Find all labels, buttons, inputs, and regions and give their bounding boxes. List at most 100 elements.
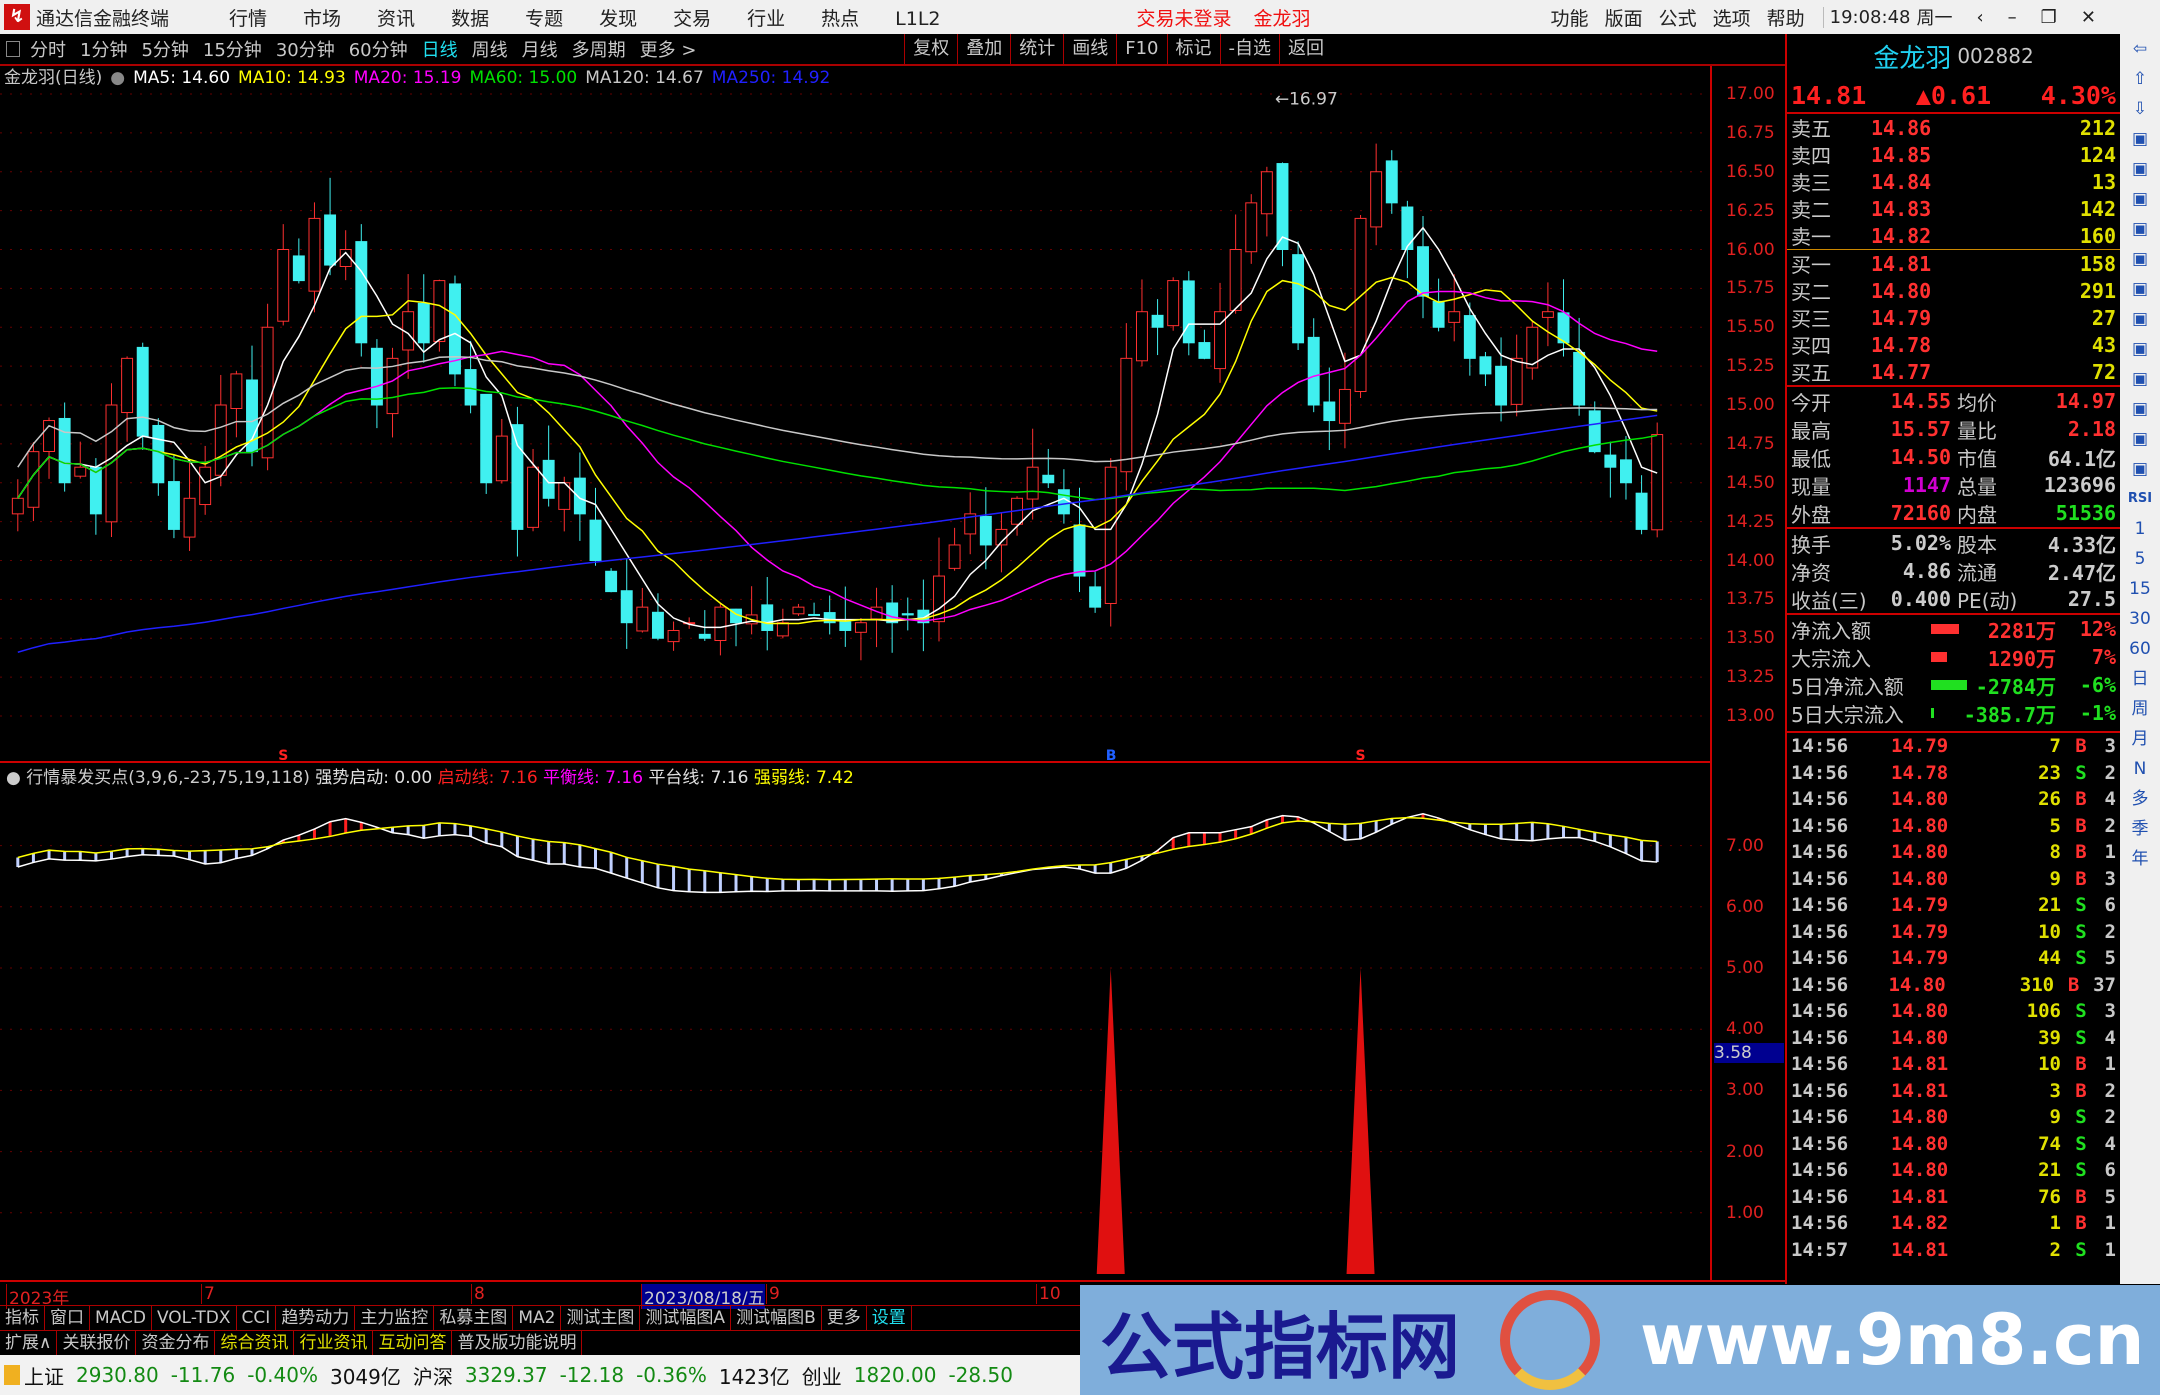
period-tab[interactable]: 60分钟: [348, 40, 408, 61]
period-tab[interactable]: 分时: [30, 40, 66, 61]
extension-tab[interactable]: 互动问答: [373, 1331, 453, 1355]
menu-item[interactable]: 版面: [1604, 7, 1643, 30]
extension-tab[interactable]: 综合资讯: [215, 1331, 295, 1355]
order-book-row[interactable]: 买四 14.78 43: [1787, 331, 2120, 359]
clock-icon[interactable]: ▣: [2131, 399, 2149, 419]
chart-button[interactable]: -自选: [1219, 34, 1280, 64]
grid-icon[interactable]: ▣: [2131, 159, 2149, 179]
side-button[interactable]: 30: [2129, 609, 2151, 629]
extension-tab[interactable]: 关联报价: [57, 1331, 137, 1355]
side-button[interactable]: 60: [2129, 639, 2151, 659]
extension-tab[interactable]: 普及版功能说明: [452, 1331, 583, 1355]
login-status[interactable]: 交易未登录: [1136, 7, 1232, 30]
line-chart-icon[interactable]: ▣: [2131, 459, 2149, 479]
indicator-tab[interactable]: MA2: [513, 1306, 562, 1330]
menu-item[interactable]: L1L2: [895, 7, 941, 30]
indicator-tab[interactable]: 趋势动力: [276, 1306, 356, 1330]
order-book-row[interactable]: 卖四 14.85 124: [1787, 141, 2120, 169]
extension-tab[interactable]: 扩展∧: [0, 1331, 58, 1355]
chart-button[interactable]: F10: [1116, 34, 1166, 64]
period-tab[interactable]: 1分钟: [80, 40, 128, 61]
period-tab[interactable]: 多周期: [571, 40, 626, 61]
order-book-row[interactable]: 卖三 14.84 13: [1787, 168, 2120, 196]
menu-item[interactable]: 资讯: [377, 7, 416, 30]
indicator-tab[interactable]: CCI: [237, 1306, 277, 1330]
menu-item[interactable]: 发现: [599, 7, 638, 30]
minimize-icon[interactable]: –: [2007, 6, 2017, 28]
order-book-row[interactable]: 卖一 14.82 160: [1787, 222, 2120, 250]
indicator-tab[interactable]: 指标: [0, 1306, 45, 1330]
kline-chart[interactable]: ←16.97 S B S ● 行情暴发买点(3,9,6,-23,75,19,118) 强…: [0, 90, 1710, 1280]
indicator-tab[interactable]: 窗口: [45, 1306, 90, 1330]
candle-icon[interactable]: ▣: [2131, 219, 2149, 239]
fund-icon[interactable]: ▣: [2131, 339, 2149, 359]
period-tab[interactable]: 15分钟: [202, 40, 262, 61]
menu-item[interactable]: 热点: [821, 7, 860, 30]
tick-list[interactable]: 14:56 14.79 7 B 3 14:56 14.78 23 S 2 14:56 14.80 26 B…: [1787, 731, 2120, 1263]
collapse-icon[interactable]: ●: [110, 68, 126, 88]
chart-button[interactable]: 叠加: [957, 34, 1010, 64]
menu-item[interactable]: 公式: [1658, 7, 1697, 30]
side-button[interactable]: 1: [2134, 519, 2146, 539]
order-book-row[interactable]: 买二 14.80 291: [1787, 277, 2120, 305]
indicator-tab[interactable]: VOL-TDX: [152, 1306, 237, 1330]
restore-icon[interactable]: ❐: [2040, 6, 2057, 28]
f10-icon[interactable]: ▣: [2131, 279, 2149, 299]
side-button[interactable]: 季: [2131, 819, 2149, 839]
extension-tab[interactable]: 资金分布: [136, 1331, 216, 1355]
indicator-tab[interactable]: 测试幅图B: [731, 1306, 822, 1330]
table-icon[interactable]: ▣: [2131, 249, 2149, 269]
indicator-tab[interactable]: MACD: [90, 1306, 152, 1330]
menu-item[interactable]: 交易: [673, 7, 712, 30]
order-book-row[interactable]: 买五 14.77 72: [1787, 358, 2120, 386]
index-icon[interactable]: [4, 1365, 20, 1385]
circle-icon[interactable]: ▣: [2131, 429, 2149, 449]
order-book-row[interactable]: 买一 14.81 158: [1787, 250, 2120, 278]
side-button[interactable]: 年: [2131, 849, 2149, 869]
side-button[interactable]: 15: [2129, 579, 2151, 599]
side-button[interactable]: 月: [2131, 729, 2149, 749]
indicator-tab[interactable]: 设置: [867, 1306, 912, 1330]
side-button[interactable]: RSI: [2127, 491, 2153, 506]
indicator-tab[interactable]: 测试幅图A: [640, 1306, 732, 1330]
side-button[interactable]: 多: [2131, 789, 2149, 809]
chart-button[interactable]: 标记: [1166, 34, 1220, 64]
period-tab[interactable]: 30分钟: [275, 40, 335, 61]
order-book-row[interactable]: 卖二 14.83 142: [1787, 195, 2120, 223]
menu-item[interactable]: 数据: [451, 7, 490, 30]
panel-toggle-icon[interactable]: [6, 41, 20, 57]
down-arrow-icon[interactable]: ⇩: [2132, 99, 2148, 119]
order-book-row[interactable]: 卖五 14.86 212: [1787, 114, 2120, 142]
menu-item[interactable]: 市场: [303, 7, 342, 30]
news-icon[interactable]: ▣: [2131, 309, 2149, 329]
period-tab[interactable]: 日线: [421, 40, 458, 61]
indicator-tab[interactable]: 主力监控: [355, 1306, 435, 1330]
menu-item[interactable]: 专题: [525, 7, 564, 30]
extension-tab[interactable]: 行业资讯: [294, 1331, 374, 1355]
period-tab[interactable]: 5分钟: [141, 40, 189, 61]
period-tab[interactable]: 更多 >: [639, 40, 697, 61]
menu-item[interactable]: 帮助: [1766, 7, 1805, 30]
indicator-tab[interactable]: 私募主图: [434, 1306, 514, 1330]
chart-icon[interactable]: ▣: [2131, 189, 2149, 209]
up-arrow-icon[interactable]: ⇧: [2132, 69, 2148, 89]
side-button[interactable]: N: [2133, 759, 2147, 779]
close-icon[interactable]: ✕: [2080, 6, 2096, 28]
chart-button[interactable]: 画线: [1063, 34, 1116, 64]
f2-icon[interactable]: ▣: [2131, 369, 2149, 389]
menu-item[interactable]: 行业: [747, 7, 786, 30]
back-icon[interactable]: ‹: [1976, 6, 1984, 28]
side-button[interactable]: 周: [2131, 699, 2149, 719]
menu-item[interactable]: 行情: [229, 7, 268, 30]
chart-button[interactable]: 复权: [904, 34, 957, 64]
list-icon[interactable]: ▣: [2131, 129, 2149, 149]
menu-item[interactable]: 功能: [1550, 7, 1589, 30]
indicator-tab[interactable]: 测试主图: [561, 1306, 641, 1330]
chart-button[interactable]: 返回: [1279, 34, 1332, 64]
order-book-row[interactable]: 买三 14.79 27: [1787, 304, 2120, 332]
period-tab[interactable]: 月线: [521, 40, 558, 61]
period-tab[interactable]: 周线: [471, 40, 508, 61]
left-arrow-icon[interactable]: ⇦: [2132, 39, 2148, 59]
menu-item[interactable]: 选项: [1712, 7, 1751, 30]
side-button[interactable]: 日: [2131, 669, 2149, 689]
